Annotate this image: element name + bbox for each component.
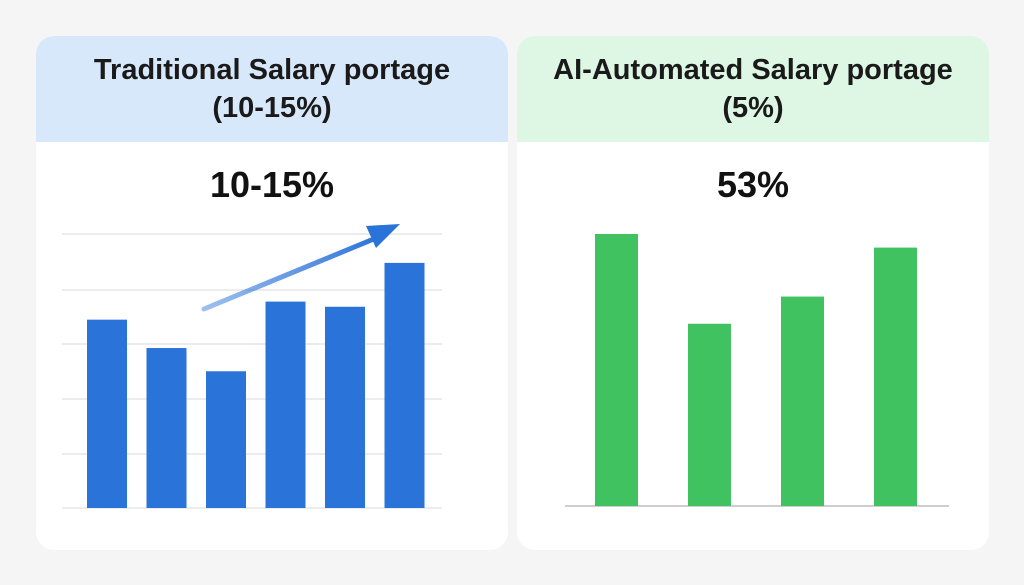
trend-arrow-shaft: [201, 233, 384, 312]
bar-1: [87, 319, 127, 508]
bar-6: [384, 262, 425, 508]
bar-2: [688, 323, 731, 506]
bar-4: [874, 247, 917, 506]
ai-automated-panel-header: AI-Automated Salary portage (5%): [517, 36, 989, 142]
bar-4: [265, 301, 306, 508]
bar-3: [206, 371, 246, 508]
bar-5: [325, 306, 365, 508]
trend-arrow-head: [366, 224, 400, 248]
ai-automated-panel: AI-Automated Salary portage (5%) 53%: [517, 36, 989, 550]
traditional-panel-title: Traditional Salary portage: [93, 54, 451, 86]
bar-1: [595, 234, 638, 506]
traditional-bar-chart: [62, 224, 442, 509]
bar-2: [146, 348, 187, 508]
ai-automated-panel-subtitle: (5%): [722, 92, 784, 124]
bar-3: [781, 296, 824, 506]
traditional-panel-subtitle: (10-15%): [212, 92, 332, 124]
ai-automated-headline-value: 53%: [716, 164, 790, 205]
ai-automated-panel-title: AI-Automated Salary portage: [553, 54, 953, 86]
traditional-headline-value: 10-15%: [209, 164, 335, 205]
ai-automated-bar-chart: [565, 234, 949, 507]
traditional-panel-header: Traditional Salary portage (10-15%): [36, 36, 508, 142]
traditional-panel: Traditional Salary portage (10-15%) 10-1…: [36, 36, 508, 550]
